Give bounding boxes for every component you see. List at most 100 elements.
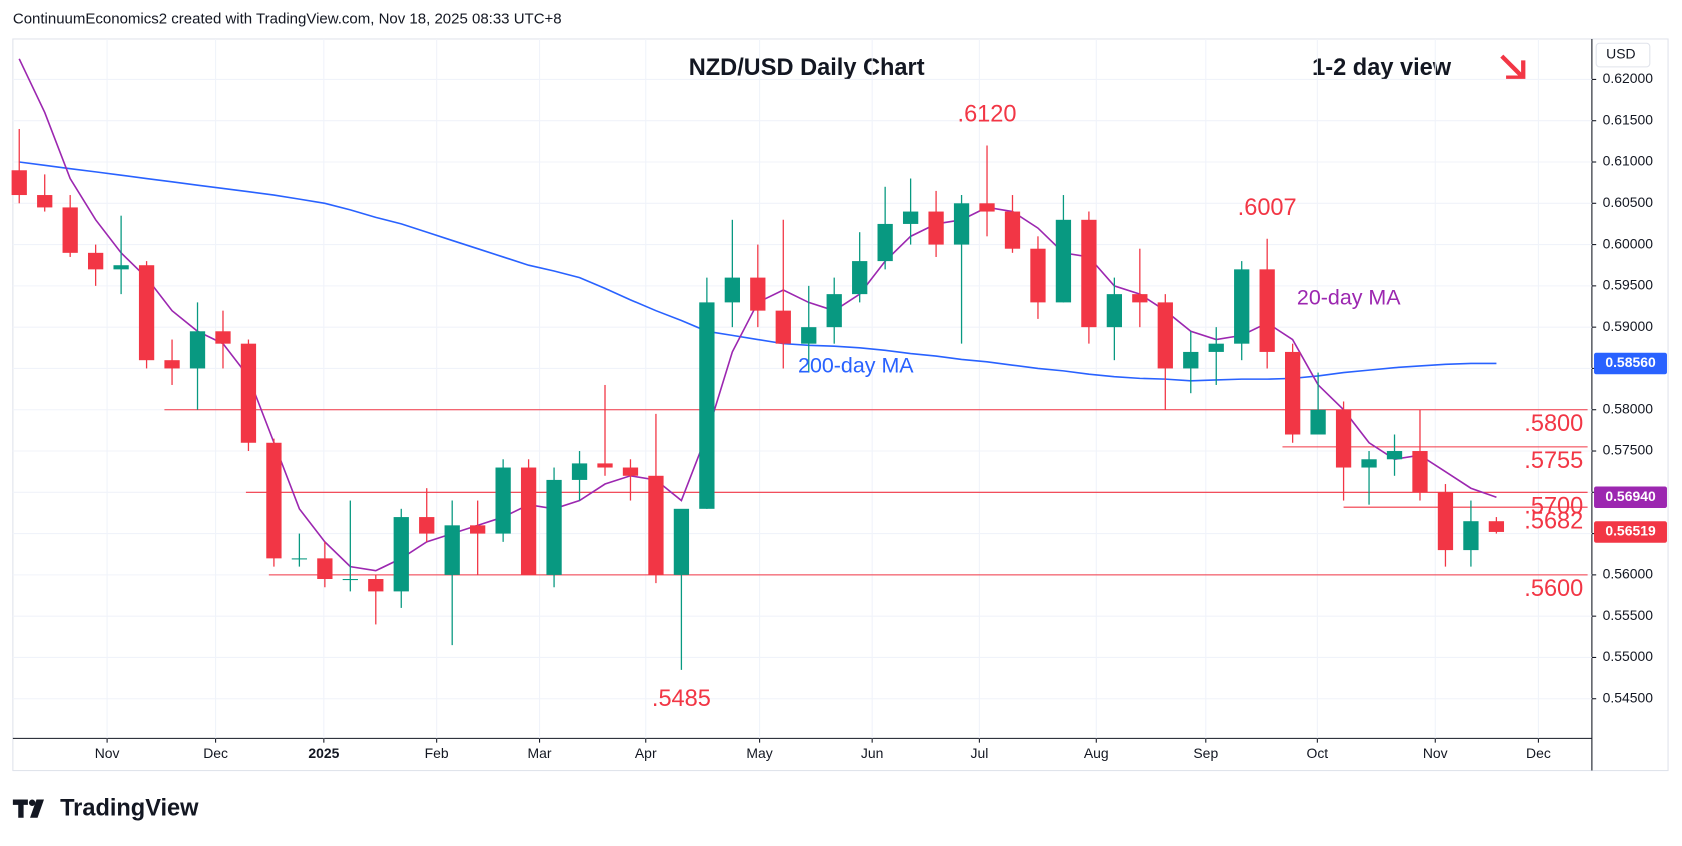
candle-body [877,223,893,262]
candle-body [11,170,27,196]
candle-body [393,517,409,592]
y-tick-label: 0.59000 [1603,318,1654,334]
annotation: .5485 [652,685,711,711]
y-tick-label: 0.61500 [1603,111,1654,127]
candle-body [699,302,715,509]
candle-body [1335,409,1352,468]
x-tick-label: May [746,745,772,761]
x-tick-label: Nov [1423,745,1448,761]
candle-body [1310,409,1326,435]
candle-body [1488,521,1505,532]
candle-body [801,327,817,344]
candle-body [1208,343,1224,352]
candle-body [1055,219,1072,303]
candle-body [1285,351,1301,435]
x-tick-label: Oct [1307,745,1329,761]
candle-body [724,277,740,303]
candle-body [1004,211,1021,249]
candle-body [215,331,231,344]
x-tick-label: Feb [425,745,449,761]
candle-body [1234,269,1250,344]
y-tick-label: 0.54500 [1603,689,1654,705]
frame [12,38,1669,772]
candle-body [546,479,562,575]
candle-body [1463,521,1479,551]
candle-body [266,442,282,559]
level-label: .5600 [1524,575,1583,601]
candle-body [520,467,537,575]
y-tick-label: 0.62000 [1603,70,1654,86]
candle-body [62,207,78,253]
y-tick-label: 0.55000 [1603,648,1654,664]
candle-body [1183,351,1199,369]
down-arrow [1500,54,1526,80]
candle-body [470,525,486,534]
y-tick-label: 0.60500 [1603,194,1654,210]
y-tick-label: 0.60000 [1603,235,1654,251]
candle-body [1412,451,1428,493]
currency-box [1595,42,1651,68]
candle-body [571,463,588,480]
moving-average [19,161,1497,382]
candle-body [1361,459,1377,468]
price-tag-label: 0.56940 [1605,488,1656,504]
candle-body [1157,302,1173,369]
candle-body [88,252,104,270]
view-label: 1-2 day view [1312,54,1452,80]
candle-body [419,517,435,534]
candle-body [622,467,639,476]
candle-body [1132,294,1148,303]
candle-body [1106,294,1123,328]
price-tag [1594,352,1667,375]
candle-body [113,265,129,270]
price-tag [1594,486,1667,508]
candle-body [826,294,842,328]
series-label: 200-day MA [798,353,914,377]
candle-body [979,203,995,212]
candle-body [1081,219,1097,328]
candle-body [317,558,333,580]
candle-body [1437,492,1454,551]
candle-body [291,558,308,560]
level-label: .5800 [1524,410,1583,436]
chart-title: NZD/USD Daily Chart [689,54,925,80]
candle-body [852,261,868,295]
price-tag-label: 0.56519 [1605,523,1656,539]
x-tick-label: Nov [95,745,120,761]
candle-body [368,579,384,592]
candle-body [597,463,613,468]
currency: USD [1606,46,1635,62]
price-tag [1594,521,1667,543]
candle-body [240,343,257,443]
candle-body [444,525,460,575]
candle-body [953,203,970,245]
candle-body [1386,451,1403,460]
header: ContinuumEconomics2 created with Trading… [13,11,562,28]
x-tick-label: Aug [1084,745,1109,761]
level-label: .5682 [1524,507,1583,533]
x-tick-label: Dec [1526,745,1551,761]
logo [12,799,44,818]
x-tick-label: Dec [203,745,228,761]
candle-body [189,331,206,369]
x-tick-label: Apr [635,745,657,761]
brand: TradingView [60,794,199,820]
x-tick-label: Jun [861,745,883,761]
candle-body [902,211,919,224]
y-tick-label: 0.56000 [1603,566,1654,582]
candle-body [164,360,180,369]
series-label: 20-day MA [1297,285,1401,309]
y-tick-label: 0.61000 [1603,153,1654,169]
x-tick-label: Sep [1193,745,1218,761]
candle-body [648,475,664,575]
candle-body [495,467,511,534]
y-tick-label: 0.59500 [1603,277,1654,293]
annotation: .6007 [1238,194,1297,220]
candle-body [138,265,155,361]
x-tick-label: Jul [970,745,988,761]
candle-body [1030,248,1046,303]
candle-body [928,211,944,245]
